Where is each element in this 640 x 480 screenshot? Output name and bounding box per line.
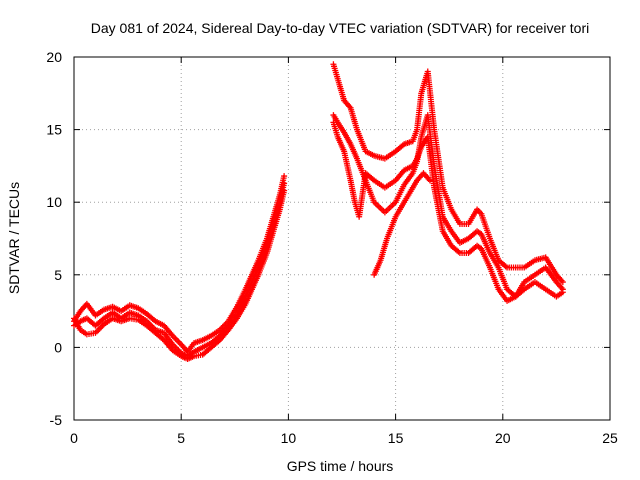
- x-tick-label: 20: [495, 430, 511, 446]
- data-point: [559, 289, 566, 296]
- x-tick-label: 5: [177, 430, 185, 446]
- axis-ticks: 0 5 10 15 20 25 -5 0 5 10 15 20: [46, 49, 618, 446]
- data-point: [281, 173, 288, 180]
- series-track-3: [71, 187, 288, 363]
- data-point: [426, 177, 433, 184]
- data-point: [281, 180, 288, 187]
- y-tick-label: 20: [46, 49, 62, 65]
- y-tick-label: 5: [54, 267, 62, 283]
- x-tick-label: 0: [70, 430, 78, 446]
- y-tick-label: -5: [50, 412, 63, 428]
- y-tick-label: 0: [54, 339, 62, 355]
- y-tick-label: 15: [46, 122, 62, 138]
- y-tick-label: 10: [46, 194, 62, 210]
- y-axis-title: SDTVAR / TECUs: [6, 182, 22, 294]
- x-tick-label: 25: [602, 430, 618, 446]
- series-track-7: [371, 170, 433, 278]
- x-axis-title: GPS time / hours: [287, 458, 394, 474]
- data-point: [559, 279, 566, 286]
- chart-title: Day 081 of 2024, Sidereal Day-to-day VTE…: [91, 20, 590, 36]
- x-tick-label: 10: [281, 430, 297, 446]
- plot-frame: [73, 56, 611, 421]
- series-track-6: [330, 119, 566, 304]
- data-point: [281, 187, 288, 194]
- series-track-4: [330, 61, 566, 286]
- x-tick-label: 15: [388, 430, 404, 446]
- data-series: [71, 61, 566, 363]
